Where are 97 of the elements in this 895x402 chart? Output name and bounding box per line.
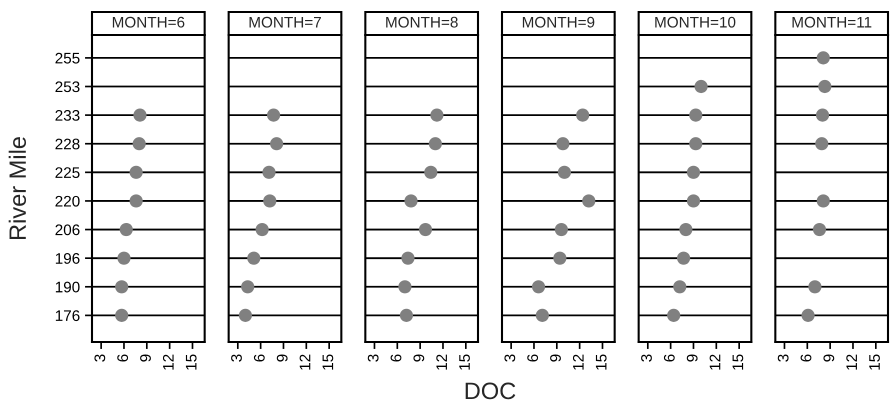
x-tick-label: 6	[800, 354, 812, 362]
point	[270, 137, 284, 150]
x-tick-label: 9	[823, 354, 834, 362]
point	[401, 252, 415, 265]
x-tick-label: 15	[596, 354, 607, 370]
point	[120, 222, 133, 236]
x-tick-label: 12	[162, 354, 174, 370]
x-axis-title: DOC	[466, 382, 516, 400]
point	[818, 80, 832, 94]
point	[576, 108, 590, 122]
point	[686, 166, 700, 179]
point	[808, 280, 822, 294]
point	[133, 108, 147, 122]
point	[256, 222, 269, 236]
chart-title: MONTH=8	[386, 16, 458, 28]
point	[115, 308, 128, 322]
point	[686, 194, 700, 208]
x-tick-label: 3	[504, 354, 516, 362]
point	[532, 280, 546, 294]
y-tick-label: 233	[55, 110, 80, 121]
point	[554, 222, 568, 236]
point	[673, 280, 686, 294]
point	[689, 137, 702, 150]
x-tick-label: 15	[459, 354, 470, 370]
point	[676, 252, 690, 265]
x-tick-label: 3	[231, 354, 242, 362]
point	[424, 166, 438, 179]
chart-title: MONTH=11	[792, 16, 872, 28]
point	[428, 137, 442, 150]
x-tick-label: 6	[527, 354, 538, 362]
y-tick-label: 220	[55, 196, 80, 207]
y-tick-label: 196	[56, 253, 80, 264]
point	[558, 166, 572, 179]
point	[556, 137, 570, 150]
x-tick-label: 6	[254, 354, 265, 362]
x-tick-label: 3	[94, 354, 106, 362]
x-tick-label: 6	[117, 354, 128, 362]
x-tick-label: 12	[436, 354, 447, 370]
point	[398, 280, 412, 294]
chart-title: MONTH=10	[655, 16, 736, 28]
point	[816, 51, 830, 64]
y-tick-label: 206	[55, 224, 80, 236]
x-tick-label: 9	[140, 354, 151, 362]
point	[115, 280, 128, 294]
point	[241, 280, 254, 294]
point	[694, 80, 708, 94]
point	[812, 222, 826, 236]
point	[418, 222, 432, 236]
point	[130, 194, 143, 208]
point	[430, 108, 444, 122]
chart-title: MONTH=9	[522, 16, 594, 28]
x-tick-label: 9	[550, 354, 561, 362]
x-tick-label: 9	[276, 354, 288, 362]
x-tick-label: 15	[186, 354, 197, 370]
x-tick-label: 15	[869, 354, 880, 370]
point	[130, 166, 143, 179]
x-tick-label: 6	[664, 354, 675, 362]
point	[400, 308, 414, 322]
point	[266, 108, 280, 122]
point	[404, 194, 418, 208]
x-tick-label: 12	[572, 354, 584, 370]
point	[263, 194, 276, 208]
y-tick-label: 228	[55, 138, 80, 150]
x-tick-label: 3	[641, 354, 652, 362]
y-tick-label: 225	[55, 167, 80, 178]
y-tick-label: 190	[56, 282, 80, 292]
point	[132, 137, 146, 150]
point	[667, 308, 680, 322]
point	[262, 166, 276, 179]
point	[816, 194, 830, 208]
point	[247, 252, 260, 265]
x-tick-label: 3	[778, 354, 789, 362]
point	[582, 194, 596, 208]
x-tick-label: 9	[686, 354, 698, 362]
chart-title: MONTH=6	[112, 16, 184, 28]
x-tick-label: 12	[846, 354, 857, 370]
x-tick-label: 12	[710, 354, 720, 370]
y-tick-label: 253	[55, 81, 80, 92]
point	[117, 252, 131, 265]
x-tick-label: 3	[368, 354, 379, 362]
point	[816, 108, 830, 122]
x-tick-label: 15	[322, 354, 334, 370]
x-tick-label: 9	[413, 354, 424, 362]
point	[689, 108, 702, 122]
y-tick-label: 255	[55, 52, 80, 64]
point	[679, 222, 692, 236]
point	[815, 137, 828, 150]
y-tick-label: 176	[56, 310, 80, 322]
point	[801, 308, 815, 322]
x-tick-label: 6	[390, 354, 402, 362]
point	[536, 308, 549, 322]
x-tick-label: 15	[732, 354, 744, 370]
point	[238, 308, 252, 322]
x-tick-label: 12	[300, 354, 310, 370]
point	[553, 252, 566, 265]
y-axis-title: River Mile	[8, 137, 26, 240]
chart-title: MONTH=7	[250, 16, 321, 28]
